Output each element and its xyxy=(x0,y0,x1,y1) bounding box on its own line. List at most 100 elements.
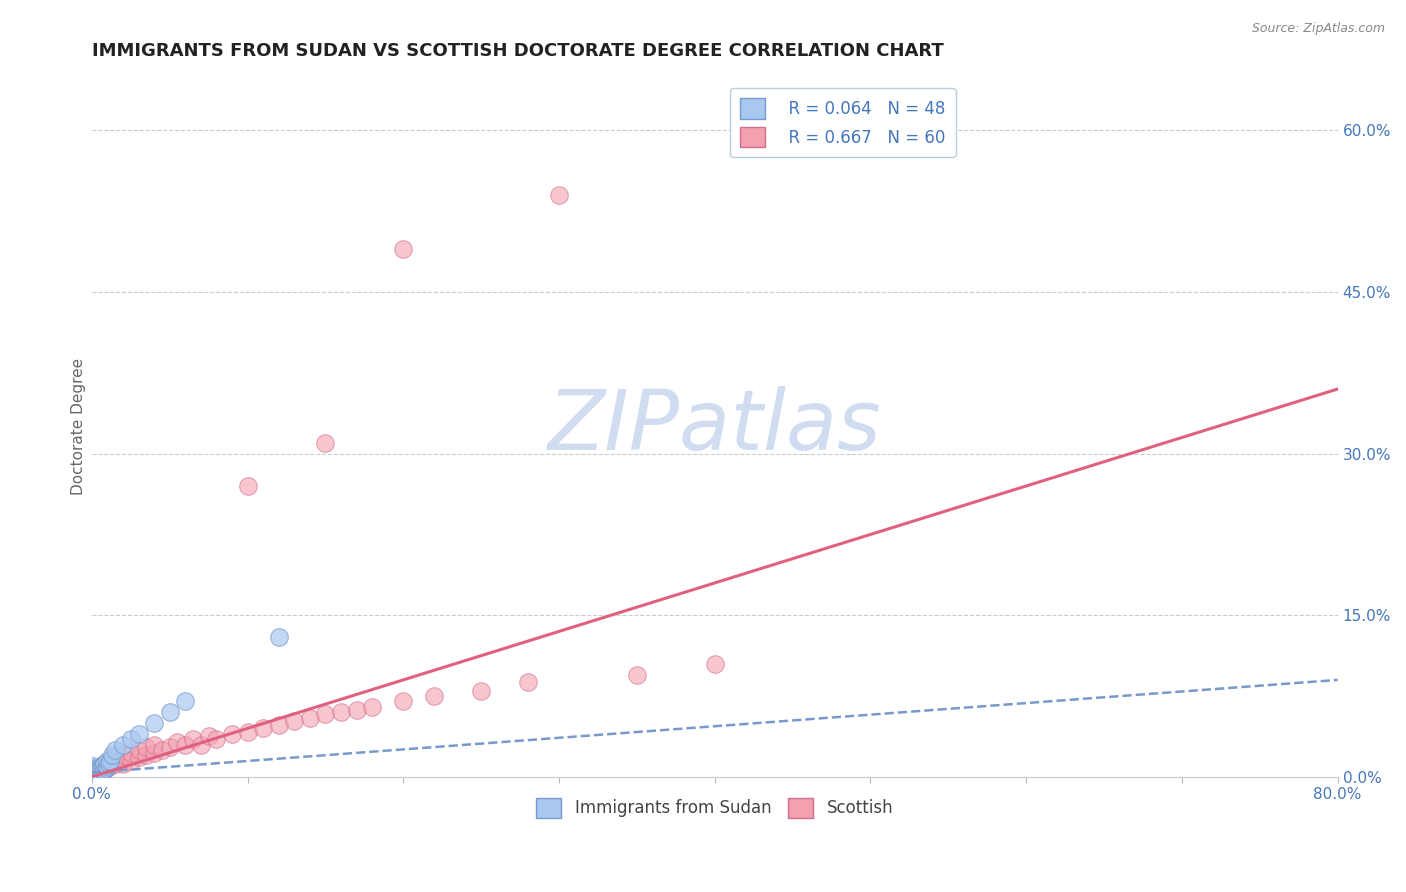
Point xyxy=(159,739,181,754)
Point xyxy=(190,738,212,752)
Point xyxy=(267,718,290,732)
Text: ZIPatlas: ZIPatlas xyxy=(548,386,882,467)
Point xyxy=(626,667,648,681)
Point xyxy=(361,699,384,714)
Point xyxy=(84,766,107,780)
Point xyxy=(111,756,134,771)
Point xyxy=(86,766,108,780)
Point xyxy=(135,748,157,763)
Point xyxy=(82,766,104,780)
Point xyxy=(100,754,122,768)
Point xyxy=(89,765,111,780)
Point xyxy=(330,705,353,719)
Point xyxy=(104,750,127,764)
Point xyxy=(120,754,142,768)
Point xyxy=(84,768,107,782)
Point xyxy=(90,761,112,775)
Point xyxy=(87,765,110,780)
Point xyxy=(86,764,108,779)
Point xyxy=(181,732,204,747)
Point xyxy=(91,764,114,778)
Point xyxy=(166,735,188,749)
Point xyxy=(93,756,115,771)
Point xyxy=(120,746,142,760)
Point xyxy=(90,764,112,779)
Point xyxy=(96,754,118,768)
Point xyxy=(89,764,111,779)
Point xyxy=(104,756,127,771)
Point xyxy=(84,768,107,782)
Point xyxy=(128,727,150,741)
Point xyxy=(104,743,127,757)
Point xyxy=(82,769,104,783)
Point xyxy=(89,766,111,780)
Point xyxy=(423,689,446,703)
Text: IMMIGRANTS FROM SUDAN VS SCOTTISH DOCTORATE DEGREE CORRELATION CHART: IMMIGRANTS FROM SUDAN VS SCOTTISH DOCTOR… xyxy=(91,42,943,60)
Point xyxy=(91,764,114,779)
Point xyxy=(111,748,134,763)
Point xyxy=(87,764,110,778)
Point xyxy=(174,738,197,752)
Point xyxy=(267,630,290,644)
Point xyxy=(221,727,243,741)
Point xyxy=(128,750,150,764)
Point xyxy=(82,769,104,783)
Point xyxy=(87,768,110,782)
Point xyxy=(93,756,115,771)
Point xyxy=(86,768,108,782)
Point xyxy=(82,766,104,780)
Point xyxy=(82,759,104,773)
Point xyxy=(86,764,108,779)
Point xyxy=(84,761,107,775)
Point xyxy=(89,762,111,776)
Point xyxy=(100,759,122,773)
Point xyxy=(87,765,110,780)
Point xyxy=(346,703,368,717)
Point xyxy=(108,754,131,768)
Point xyxy=(84,764,107,778)
Point xyxy=(86,766,108,780)
Point xyxy=(111,738,134,752)
Point xyxy=(120,732,142,747)
Point xyxy=(93,764,115,778)
Point xyxy=(314,436,336,450)
Point xyxy=(548,188,571,202)
Point xyxy=(89,762,111,776)
Y-axis label: Doctorate Degree: Doctorate Degree xyxy=(72,359,86,495)
Point xyxy=(97,756,120,771)
Point xyxy=(101,748,124,763)
Point xyxy=(236,479,259,493)
Point xyxy=(90,761,112,775)
Point xyxy=(392,694,415,708)
Point xyxy=(86,762,108,776)
Point xyxy=(205,732,228,747)
Point xyxy=(470,683,492,698)
Point xyxy=(283,714,305,728)
Point xyxy=(174,694,197,708)
Point xyxy=(82,764,104,779)
Point xyxy=(143,746,166,760)
Point xyxy=(94,761,117,775)
Point xyxy=(82,768,104,782)
Point xyxy=(84,764,107,779)
Point xyxy=(128,743,150,757)
Point xyxy=(150,743,173,757)
Point xyxy=(84,766,107,780)
Point xyxy=(96,761,118,775)
Point xyxy=(392,242,415,256)
Point xyxy=(298,710,321,724)
Point xyxy=(135,739,157,754)
Point xyxy=(87,764,110,778)
Point xyxy=(143,738,166,752)
Text: Source: ZipAtlas.com: Source: ZipAtlas.com xyxy=(1251,22,1385,36)
Point xyxy=(159,705,181,719)
Point xyxy=(236,724,259,739)
Point xyxy=(96,756,118,771)
Point xyxy=(197,729,219,743)
Point xyxy=(96,759,118,773)
Point xyxy=(82,769,104,783)
Point xyxy=(84,768,107,782)
Point xyxy=(91,759,114,773)
Point xyxy=(143,716,166,731)
Point xyxy=(84,769,107,783)
